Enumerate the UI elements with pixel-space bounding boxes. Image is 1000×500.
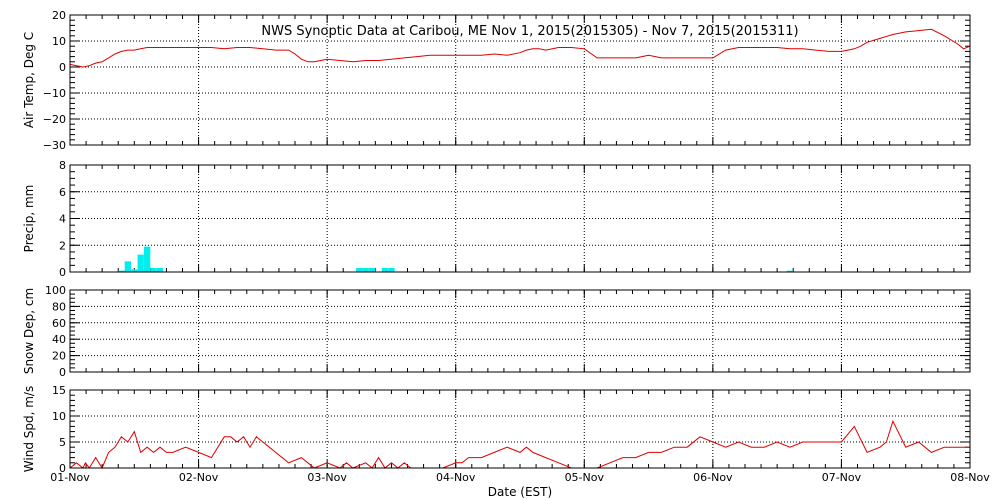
panel-frame xyxy=(69,289,971,373)
x-tick-label: 06-Nov xyxy=(693,471,733,484)
chart-title: NWS Synoptic Data at Caribou, ME Nov 1, … xyxy=(261,24,798,39)
x-tick-label: 04-Nov xyxy=(436,471,476,484)
x-tick-label: 02-Nov xyxy=(179,471,219,484)
panel-4: 15 10 5 0 Wind Spd, m/s 01-Nov 02-Nov 03-Nov 04-… xyxy=(22,384,990,484)
precip-bar xyxy=(381,267,389,272)
precip-bar xyxy=(150,267,157,272)
y-tick-label: 5 xyxy=(59,436,66,449)
precip-bar xyxy=(143,246,151,272)
x-tick-label: 07-Nov xyxy=(822,471,862,484)
precip-bar xyxy=(137,254,144,272)
panel-frame xyxy=(69,14,971,146)
y-axis-label: Wind Spd, m/s xyxy=(22,386,36,472)
y-tick-label: 0 xyxy=(59,462,66,475)
precip-bar xyxy=(131,269,138,272)
x-tick-label: 05-Nov xyxy=(565,471,605,484)
y-tick-label: −30 xyxy=(43,139,66,152)
y-tick-label: 8 xyxy=(59,159,66,172)
panel-1: 20 10 0 −10 −20 −30 Air Temp, Deg C xyxy=(22,9,971,152)
y-tick-label: 10 xyxy=(52,410,66,423)
y-tick-label: 0 xyxy=(59,61,66,74)
y-tick-label: 20 xyxy=(52,350,66,363)
y-tick-label: 2 xyxy=(59,239,66,252)
x-tick-label: 03-Nov xyxy=(307,471,347,484)
y-tick-label: 0 xyxy=(59,366,66,379)
y-tick-label: −20 xyxy=(43,113,66,126)
precip-bar xyxy=(118,270,125,272)
precip-bar xyxy=(368,267,376,272)
panel-frame xyxy=(69,164,971,273)
y-tick-label: 10 xyxy=(52,35,66,48)
x-tick-label: 08-Nov xyxy=(950,471,990,484)
y-tick-label: 0 xyxy=(59,266,66,279)
temperature-line xyxy=(69,28,971,68)
precip-bar xyxy=(388,267,395,272)
y-tick-label: 15 xyxy=(52,384,66,397)
y-axis-label: Precip, mm xyxy=(22,185,36,253)
precip-bar xyxy=(156,267,164,272)
y-tick-label: 40 xyxy=(52,333,66,346)
y-tick-label: 20 xyxy=(52,9,66,22)
precip-bar xyxy=(124,261,132,272)
y-tick-label: −10 xyxy=(43,87,66,100)
y-tick-label: 4 xyxy=(59,213,66,226)
y-axis-label: Air Temp, Deg C xyxy=(22,32,36,128)
precip-bar xyxy=(356,267,363,272)
y-tick-label: 80 xyxy=(52,300,66,313)
x-tick-label: 01-Nov xyxy=(50,471,90,484)
y-tick-label: 100 xyxy=(45,284,66,297)
panel-3: 100 80 60 40 20 0 Snow Dep, cm xyxy=(22,284,971,379)
panel-2: 8 6 4 2 0 Precip, mm xyxy=(22,159,971,279)
precip-bar xyxy=(362,267,369,272)
precip-bar xyxy=(786,270,794,272)
y-axis-label: Snow Dep, cm xyxy=(22,288,36,374)
panel-frame xyxy=(69,389,971,469)
y-tick-label: 60 xyxy=(52,317,66,330)
y-tick-label: 6 xyxy=(59,186,66,199)
x-axis-label: Date (EST) xyxy=(488,485,552,499)
